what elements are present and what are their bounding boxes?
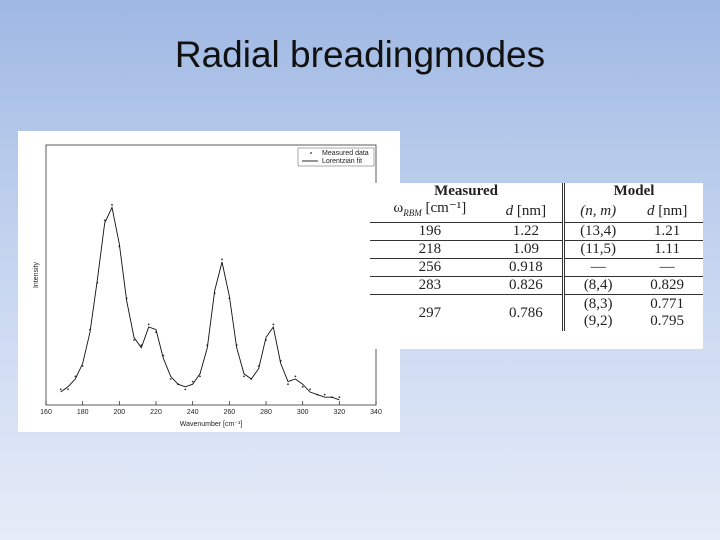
cell-line: (11,5) — [580, 241, 617, 257]
data-point — [111, 203, 113, 206]
data-point — [191, 380, 194, 383]
data-point — [103, 219, 106, 222]
cell: 196 — [370, 222, 490, 241]
x-tick-label: 180 — [77, 409, 89, 416]
cell: 1.22 — [489, 222, 566, 241]
data-point — [294, 375, 297, 378]
group-header: Measured — [370, 183, 566, 200]
data-point — [243, 375, 245, 378]
data-point — [67, 388, 69, 391]
table: Measured Model ωRBM [cm⁻¹] d [nm] (n, m)… — [370, 183, 703, 331]
data-point — [74, 375, 77, 378]
cell: (8,4) — [563, 276, 632, 295]
data-point — [133, 339, 135, 341]
symbol: ω — [393, 200, 404, 216]
symbol: d — [646, 202, 655, 219]
cell: 0.829 — [631, 276, 703, 295]
column-header: d [nm] — [489, 200, 566, 223]
legend-box — [297, 147, 375, 167]
cell-line: — — [590, 259, 606, 275]
symbol: (n, m) — [580, 202, 617, 219]
legend-label: Measured data — [322, 150, 369, 157]
cell-line: (13,4) — [580, 223, 617, 239]
x-tick-label: 160 — [40, 409, 52, 416]
cell-line: 0.771 — [650, 296, 685, 312]
cell: 283 — [370, 276, 490, 295]
data-point — [221, 258, 223, 261]
fit-line — [60, 205, 340, 401]
cell-line: — — [659, 259, 675, 275]
cell-line: (9,2) — [583, 313, 613, 329]
table-row: 256 0.918 — — — [370, 258, 703, 277]
cell: (8,3) (9,2) — [564, 295, 632, 332]
legend-label: Lorentzian fit — [322, 158, 362, 165]
data-point — [272, 323, 275, 326]
unit: [cm⁻¹] — [421, 200, 467, 216]
symbol: d — [505, 202, 514, 219]
chart-background — [18, 131, 400, 432]
cell-line: 1.21 — [654, 223, 681, 239]
data-point — [309, 388, 311, 391]
cell: 0.918 — [489, 258, 566, 277]
data-point — [81, 365, 84, 367]
cell: 218 — [370, 240, 490, 259]
column-header: (n, m) — [563, 200, 632, 223]
x-tick-label: 240 — [187, 409, 199, 416]
data-point — [338, 396, 341, 399]
data-point — [301, 385, 304, 388]
cell: 297 — [418, 304, 442, 321]
cell-line: (8,3) — [583, 296, 613, 312]
group-header: Model — [613, 183, 655, 199]
table-row: 283 0.826 (8,4) 0.829 — [370, 276, 703, 295]
x-axis-label: Wavenumber [cm⁻¹] — [180, 421, 243, 428]
cell: — — [631, 258, 703, 277]
cell: 0.786 — [489, 294, 566, 331]
column-header: d [nm] — [631, 200, 703, 223]
cell: 1.11 — [631, 240, 703, 259]
data-point — [147, 323, 150, 326]
data-point — [199, 375, 201, 378]
x-tick-label: 220 — [150, 409, 162, 416]
data-point — [184, 388, 187, 391]
cell-line: 1.11 — [654, 241, 680, 257]
data-point — [169, 378, 172, 380]
cell: 1.09 — [489, 240, 566, 259]
cell-line: 0.829 — [650, 277, 685, 293]
table-row: 218 1.09 (11,5) 1.11 — [370, 240, 703, 259]
column-header: ωRBM [cm⁻¹] — [370, 200, 490, 223]
x-tick-label: 340 — [370, 409, 382, 416]
unit: [nm] — [654, 202, 688, 219]
cell: 256 — [370, 258, 490, 277]
data-point — [59, 388, 62, 391]
cell-line: 0.795 — [650, 313, 685, 329]
slide-title: Radial breadingmodes — [174, 34, 546, 75]
table-row: 196 1.22 (13,4) 1.21 — [370, 222, 703, 241]
x-tick-label: 280 — [260, 409, 272, 416]
x-tick-label: 320 — [333, 409, 345, 416]
data-point — [287, 383, 289, 386]
cell: 1.21 — [631, 222, 703, 241]
table-row: 297 0.786 (8,3) (9,2) 0.771 0.795 — [370, 294, 703, 332]
cell: — — [563, 258, 632, 277]
cell-line: (8,4) — [583, 277, 613, 293]
results-table: Measured Model ωRBM [cm⁻¹] d [nm] (n, m)… — [370, 183, 703, 349]
y-axis-label: Intensity — [33, 261, 40, 288]
x-tick-label: 260 — [223, 409, 235, 416]
unit: [nm] — [513, 202, 547, 219]
subscript: RBM — [403, 208, 422, 218]
legend-marker — [310, 152, 312, 154]
cell: 0.826 — [489, 276, 566, 295]
x-tick-label: 200 — [113, 409, 125, 416]
x-tick-label: 300 — [297, 409, 309, 416]
table-body: 196 1.22 (13,4) 1.21 218 1.09 (11,5) 1.11 256 0.9… — [370, 222, 703, 332]
cell: 0.771 0.795 — [631, 295, 703, 332]
cell: (13,4) — [563, 222, 632, 241]
data-point — [323, 393, 326, 396]
cell: (11,5) — [563, 240, 632, 259]
